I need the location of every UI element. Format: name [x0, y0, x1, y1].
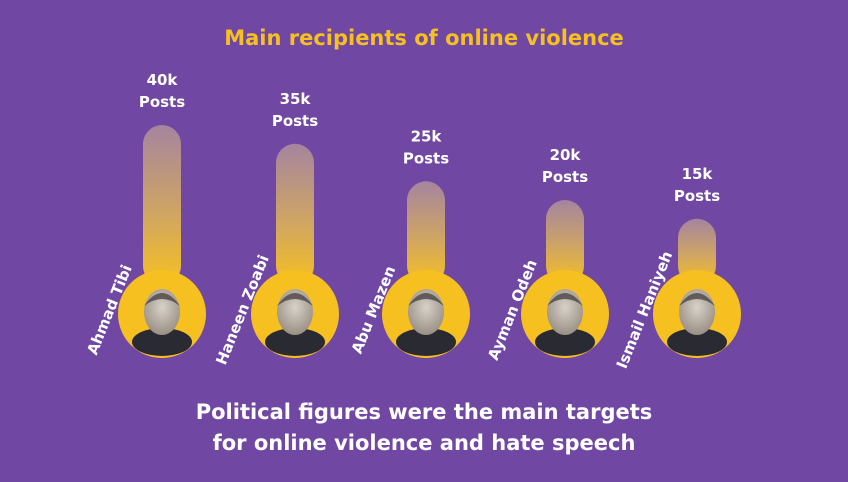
caption-line-2: for online violence and hate speech	[212, 431, 636, 455]
unit-label-ismail-haniyeh: Posts	[674, 187, 720, 205]
value-label-ismail-haniyeh: 15k	[682, 165, 714, 183]
value-label-abu-mazen: 25k	[411, 127, 443, 145]
caption: Political figures were the main targets …	[0, 397, 848, 459]
unit-label-ayman-odeh: Posts	[542, 168, 588, 186]
portrait-ayman-odeh	[531, 280, 599, 356]
value-label-ahmad-tibi: 40k	[147, 71, 179, 89]
unit-label-haneen-zoabi: Posts	[272, 112, 318, 130]
value-label-haneen-zoabi: 35k	[280, 90, 312, 108]
bar-ismail-haniyeh	[678, 218, 716, 285]
chart-title: Main recipients of online violence	[224, 26, 624, 50]
unit-label-abu-mazen: Posts	[403, 149, 449, 167]
portrait-ahmad-tibi	[128, 280, 196, 356]
bar-ahmad-tibi	[143, 125, 181, 285]
bar-ayman-odeh	[546, 200, 584, 285]
caption-line-1: Political figures were the main targets	[195, 400, 653, 424]
portrait-haneen-zoabi	[261, 280, 329, 356]
unit-label-ahmad-tibi: Posts	[139, 93, 185, 111]
bar-haneen-zoabi	[276, 143, 314, 285]
portrait-ismail-haniyeh	[663, 280, 731, 356]
value-label-ayman-odeh: 20k	[550, 146, 582, 164]
portrait-abu-mazen	[392, 280, 460, 356]
bar-abu-mazen	[407, 181, 445, 285]
